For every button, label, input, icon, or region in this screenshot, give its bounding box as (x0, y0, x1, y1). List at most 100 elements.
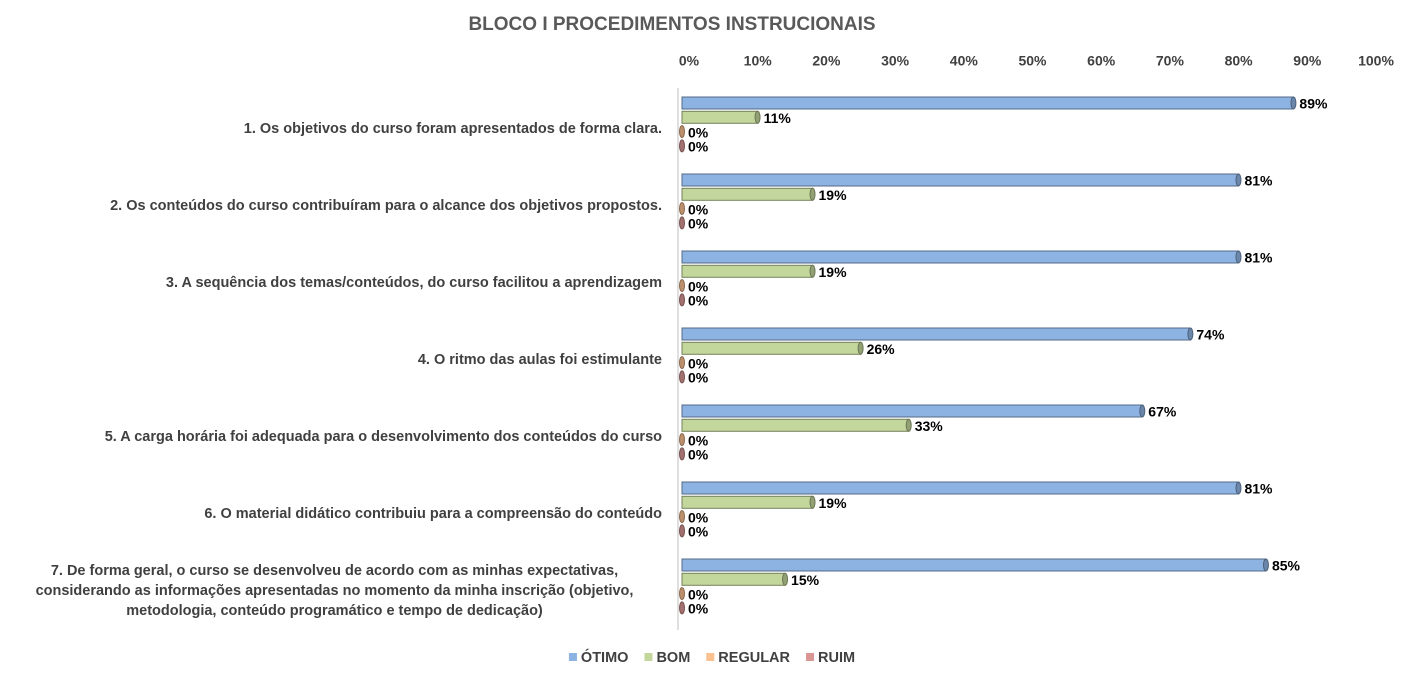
data-label: 0% (688, 201, 709, 217)
x-tick-label: 70% (1156, 53, 1185, 69)
bar (681, 327, 1191, 341)
legend-swatch (644, 653, 653, 661)
bar-cap (1235, 481, 1242, 495)
bar-cap (679, 356, 685, 370)
y-tick-label: 2. Os conteúdos do curso contribuíram pa… (110, 197, 662, 214)
legend-swatch (706, 653, 715, 661)
bar-cap (679, 139, 685, 153)
x-tick-label: 30% (881, 53, 910, 69)
bar-cap (809, 187, 816, 201)
bar-cap (1262, 558, 1269, 572)
category-label-box: 5. A carga horária foi adequada para o d… (0, 398, 662, 475)
bar (681, 572, 786, 586)
bar (681, 187, 814, 201)
bar-cap (905, 418, 912, 432)
x-tick-label: 80% (1225, 53, 1254, 69)
data-label: 0% (688, 447, 709, 463)
bar-cap (679, 125, 685, 139)
data-label: 0% (688, 524, 709, 540)
data-label: 15% (791, 572, 820, 588)
data-label: 0% (688, 278, 709, 294)
bar (681, 110, 759, 124)
bar-cap (679, 370, 685, 384)
y-tick-label: 3. A sequência dos temas/conteúdos, do c… (165, 274, 662, 291)
bar-cap (679, 447, 685, 461)
bar-cap (1139, 404, 1146, 418)
data-label: 89% (1299, 96, 1328, 112)
y-tick-label: 7. De forma geral, o curso se desenvolve… (35, 562, 634, 619)
y-tick-label: 1. Os objetivos do curso foram apresenta… (243, 120, 662, 137)
data-label: 0% (688, 216, 709, 232)
bar-cap (1290, 96, 1297, 110)
bar-cap (679, 279, 685, 293)
legend-swatch (568, 653, 577, 661)
bar-cap (1235, 173, 1242, 187)
bar (681, 404, 1143, 418)
legend-label: ÓTIMO (581, 648, 629, 666)
x-tick-label: 10% (744, 53, 773, 69)
bar-cap (679, 293, 685, 307)
data-label: 0% (688, 432, 709, 448)
bar (681, 495, 814, 509)
x-tick-label: 60% (1087, 53, 1116, 69)
bar-cap (679, 202, 685, 216)
data-label: 81% (1244, 173, 1273, 189)
x-tick-label: 20% (812, 53, 841, 69)
bar-cap (1235, 250, 1242, 264)
bar-cap (679, 587, 685, 601)
bar (681, 173, 1239, 187)
data-label: 0% (688, 509, 709, 525)
data-label: 81% (1244, 481, 1273, 497)
data-label: 0% (688, 139, 709, 155)
bar-cap (782, 572, 789, 586)
legend-label: REGULAR (718, 650, 790, 666)
bar (681, 341, 862, 355)
data-label: 33% (915, 418, 944, 434)
x-tick-label: 100% (1358, 53, 1394, 69)
bar-cap (679, 510, 685, 524)
bar (681, 250, 1239, 264)
bar (681, 264, 814, 278)
data-label: 0% (688, 355, 709, 371)
category-label-box: 2. Os conteúdos do curso contribuíram pa… (0, 167, 662, 244)
x-tick-label: 90% (1293, 53, 1322, 69)
data-label: 0% (688, 293, 709, 309)
bar-cap (679, 216, 685, 230)
data-label: 0% (688, 601, 709, 617)
category-label-box: 4. O ritmo das aulas foi estimulante (0, 321, 662, 398)
data-label: 19% (819, 495, 848, 511)
legend-swatch (806, 653, 815, 661)
bar-cap (809, 495, 816, 509)
category-label-box: 1. Os objetivos do curso foram apresenta… (0, 90, 662, 167)
bar-cap (679, 433, 685, 447)
data-label: 11% (764, 110, 792, 126)
category-label-box: 3. A sequência dos temas/conteúdos, do c… (0, 244, 662, 321)
bar-cap (679, 524, 685, 538)
data-label: 85% (1272, 558, 1301, 574)
x-tick-label: 50% (1018, 53, 1047, 69)
data-label: 81% (1244, 250, 1273, 266)
data-label: 26% (867, 341, 896, 357)
data-label: 0% (688, 586, 709, 602)
data-label: 67% (1148, 404, 1177, 420)
category-label-box: 7. De forma geral, o curso se desenvolve… (0, 552, 662, 629)
legend-label: BOM (656, 650, 690, 666)
data-label: 74% (1196, 327, 1225, 343)
legend-label: RUIM (818, 650, 855, 666)
bar (681, 481, 1239, 495)
bar-cap (679, 601, 685, 615)
bar (681, 418, 910, 432)
x-tick-label: 0% (679, 53, 700, 69)
data-label: 0% (688, 124, 709, 140)
bar-cap (754, 110, 761, 124)
category-label-box: 6. O material didático contribuiu para a… (0, 475, 662, 552)
bar (681, 96, 1294, 110)
y-tick-label: 6. O material didático contribuiu para a… (204, 505, 662, 522)
y-tick-label: 5. A carga horária foi adequada para o d… (104, 428, 662, 445)
bar (681, 558, 1267, 572)
y-tick-label: 4. O ritmo das aulas foi estimulante (417, 351, 662, 368)
bar-cap (809, 264, 816, 278)
bar-cap (1187, 327, 1194, 341)
